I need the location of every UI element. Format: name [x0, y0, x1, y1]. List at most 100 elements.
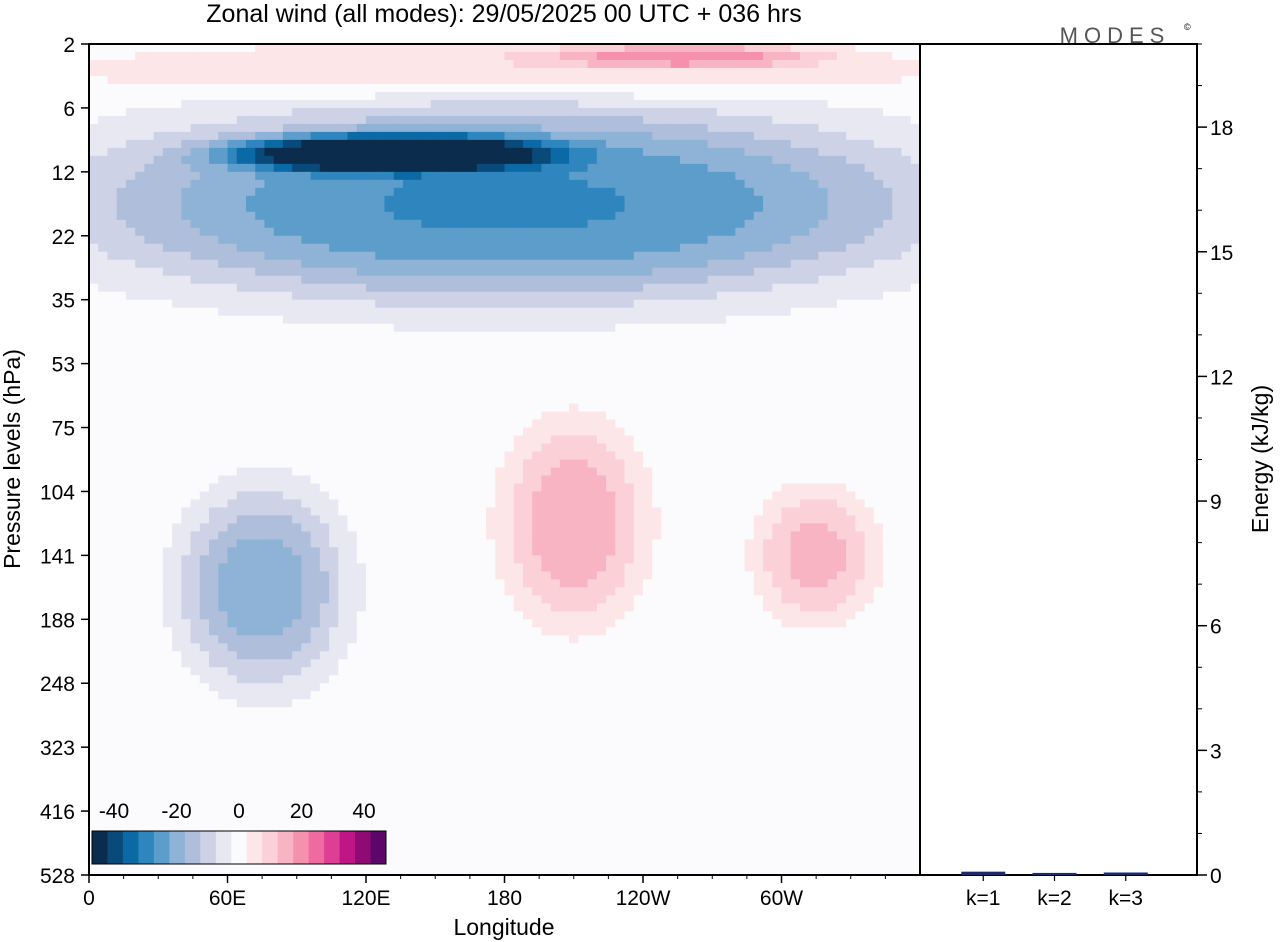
heatmap-cell	[596, 107, 607, 117]
heatmap-cell	[458, 115, 469, 125]
heatmap-cell	[476, 139, 487, 149]
heatmap-cell	[98, 451, 109, 461]
heatmap-cell	[467, 195, 478, 205]
heatmap-cell	[292, 75, 302, 85]
heatmap-cell	[245, 195, 256, 205]
heatmap-cell	[116, 123, 127, 133]
heatmap-cell	[301, 107, 312, 117]
heatmap-cell	[559, 355, 570, 365]
heatmap-cell	[181, 115, 192, 125]
heatmap-cell	[412, 155, 422, 165]
heatmap-cell	[292, 59, 302, 69]
heatmap-cell	[273, 243, 284, 253]
heatmap-cell	[181, 195, 192, 205]
heatmap-cell	[273, 187, 284, 197]
heatmap-cell	[89, 75, 99, 85]
heatmap-cell	[245, 67, 256, 77]
heatmap-cell	[772, 115, 783, 125]
heatmap-cell	[181, 267, 192, 277]
heatmap-cell	[559, 227, 570, 237]
heatmap-cell	[689, 155, 699, 165]
heatmap-cell	[329, 44, 339, 53]
heatmap-cell	[245, 163, 256, 173]
heatmap-cell	[522, 395, 533, 405]
heatmap-cell	[735, 243, 746, 253]
heatmap-cell	[781, 347, 792, 357]
heatmap-cell	[615, 347, 626, 357]
heatmap-cell	[199, 427, 210, 437]
heatmap-cell	[116, 259, 127, 269]
heatmap-cell	[209, 283, 219, 293]
heatmap-cell	[522, 347, 533, 357]
heatmap-cell	[310, 371, 321, 381]
heatmap-cell	[439, 267, 450, 277]
heatmap-cell	[864, 355, 875, 365]
heatmap-cell	[384, 395, 395, 405]
heatmap-cell	[726, 371, 736, 381]
heatmap-cell	[486, 171, 496, 181]
heatmap-cell	[310, 131, 321, 141]
heatmap-cell	[799, 379, 810, 389]
heatmap-cell	[550, 467, 561, 477]
heatmap-cell	[799, 427, 810, 437]
heatmap-cell	[781, 451, 792, 461]
heatmap-cell	[458, 299, 469, 309]
heatmap-cell	[439, 83, 450, 93]
heatmap-cell	[245, 235, 256, 245]
heatmap-cell	[716, 99, 727, 109]
heatmap-cell	[522, 131, 533, 141]
heatmap-cell	[698, 219, 709, 229]
heatmap-cell	[781, 443, 792, 453]
heatmap-cell	[227, 435, 238, 445]
heatmap-cell	[827, 451, 838, 461]
heatmap-cell	[689, 435, 699, 445]
heatmap-cell	[449, 219, 459, 229]
heatmap-cell	[301, 139, 312, 149]
heatmap-cell	[846, 371, 856, 381]
heatmap-cell	[513, 275, 524, 285]
heatmap-cell	[236, 283, 247, 293]
heatmap-cell	[282, 467, 293, 477]
heatmap-cell	[522, 147, 533, 157]
heatmap-cell	[116, 411, 127, 421]
heatmap-cell	[125, 83, 136, 93]
heatmap-cell	[873, 75, 884, 85]
heatmap-cell	[190, 379, 201, 389]
heatmap-cell	[504, 155, 515, 165]
heatmap-cell	[809, 219, 820, 229]
heatmap-cell	[716, 44, 727, 53]
heatmap-cell	[347, 323, 358, 333]
heatmap-cell	[449, 51, 459, 61]
heatmap-cell	[375, 483, 386, 493]
heatmap-cell	[384, 75, 395, 85]
heatmap-cell	[393, 51, 404, 61]
heatmap-cell	[661, 347, 672, 357]
heatmap-cell	[652, 147, 663, 157]
heatmap-cell	[430, 59, 441, 69]
heatmap-cell	[356, 155, 367, 165]
heatmap-cell	[153, 435, 164, 445]
heatmap-cell	[652, 115, 663, 125]
heatmap-cell	[818, 179, 829, 189]
heatmap-cell	[578, 139, 589, 149]
heatmap-cell	[347, 44, 358, 53]
heatmap-cell	[596, 387, 607, 397]
heatmap-cell	[264, 195, 275, 205]
heatmap-cell	[541, 307, 552, 317]
heatmap-cell	[661, 427, 672, 437]
heatmap-cell	[679, 44, 690, 53]
heatmap-cell	[661, 419, 672, 429]
heatmap-cell	[596, 459, 607, 469]
heatmap-cell	[199, 203, 210, 213]
heatmap-cell	[218, 267, 229, 277]
heatmap-cell	[559, 75, 570, 85]
heatmap-cell	[135, 435, 145, 445]
heatmap-cell	[153, 395, 164, 405]
heatmap-cell	[716, 51, 727, 61]
heatmap-cell	[809, 91, 820, 101]
heatmap-cell	[245, 59, 256, 69]
heatmap-cell	[319, 227, 330, 237]
heatmap-cell	[402, 395, 413, 405]
heatmap-cell	[569, 91, 579, 101]
heatmap-cell	[596, 203, 607, 213]
